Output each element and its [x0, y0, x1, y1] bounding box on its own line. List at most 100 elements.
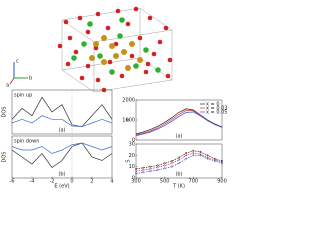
x-tick-label: 0 — [70, 179, 73, 185]
green-atom — [155, 67, 161, 73]
x-axis-label: E (eV) — [54, 184, 69, 190]
annotation: spin up — [14, 93, 32, 99]
oxygen-atom — [167, 57, 173, 63]
series-line — [135, 150, 223, 170]
point — [134, 170, 137, 173]
point — [163, 162, 166, 165]
green-atom — [97, 53, 103, 59]
green-atom — [119, 17, 125, 23]
point — [177, 158, 180, 161]
panel-frame — [11, 135, 113, 179]
point — [192, 152, 195, 155]
point — [199, 154, 202, 157]
x-tick-label: 700 — [189, 179, 199, 185]
oxygen-atom — [95, 77, 101, 83]
point — [149, 170, 152, 173]
oxygen-atom — [77, 15, 83, 21]
series-line — [11, 142, 113, 154]
y-tick-label: 20 — [129, 153, 135, 159]
y-tick-label: 0 — [132, 176, 135, 182]
figure: c b a (a) spin up DOS -6 -4 -2 0 2 4 (b) spin down… — [2, 6, 227, 190]
point — [192, 154, 195, 157]
y-axis-label: DOS — [2, 152, 8, 163]
point — [206, 154, 209, 157]
oxygen-atom — [143, 69, 149, 75]
oxygen-atom — [65, 61, 71, 67]
oxygen-atom — [165, 73, 171, 79]
oxygen-atom — [133, 6, 139, 12]
point — [134, 167, 137, 170]
series-line — [135, 154, 223, 174]
oxygen-atom — [129, 53, 135, 59]
point — [177, 162, 180, 165]
legend-label: x = 0.05 — [206, 110, 227, 116]
green-atom — [81, 41, 87, 47]
cell-edges — [61, 7, 173, 93]
series-line — [11, 142, 113, 168]
gold-atom — [101, 35, 107, 41]
point — [206, 157, 209, 160]
annotation: spin down — [14, 139, 39, 145]
green-atom — [143, 47, 149, 53]
y-axis-label: S — [126, 159, 132, 162]
point — [199, 150, 202, 153]
panel-frame — [11, 89, 113, 135]
oxygen-atom — [85, 29, 91, 35]
point — [185, 154, 188, 157]
gold-atom — [125, 65, 131, 71]
axis-name: b — [29, 76, 32, 82]
point — [170, 159, 173, 162]
axes-indicator: c b a — [6, 59, 32, 89]
gold-atom — [101, 59, 107, 65]
y-axis-label: σ — [126, 118, 132, 122]
point — [142, 171, 145, 174]
a-axis — [9, 77, 15, 85]
oxygen-atom — [105, 25, 111, 31]
legend-label: x = 0.03 — [206, 106, 227, 112]
point — [220, 162, 223, 165]
y-tick-label: 2000 — [122, 98, 135, 104]
oxygen-atom — [137, 35, 143, 41]
x-tick-label: 500 — [160, 179, 170, 185]
x-tick-label: -4 — [30, 179, 35, 185]
oxygen-atom — [145, 61, 151, 67]
point — [142, 166, 145, 169]
panel-label: (b) — [58, 172, 65, 178]
series-line — [135, 152, 223, 172]
oxygen-atom — [151, 51, 157, 57]
panel-label: (a) — [176, 134, 183, 140]
y-tick-label: 1000 — [122, 118, 135, 124]
series-line — [135, 111, 223, 136]
point — [213, 159, 216, 162]
point — [149, 167, 152, 170]
point — [185, 157, 188, 160]
oxygen-atom — [157, 39, 163, 45]
oxygen-atom — [73, 49, 79, 55]
green-atom — [71, 55, 77, 61]
point — [163, 167, 166, 170]
point — [185, 152, 188, 155]
oxygen-atom — [163, 25, 169, 31]
point — [149, 165, 152, 168]
y-tick-label: 0 — [132, 138, 135, 144]
green-atom — [117, 33, 123, 39]
series-line — [11, 96, 113, 128]
oxygen-atom — [125, 21, 131, 27]
green-atom — [109, 69, 115, 75]
gold-atom — [129, 41, 135, 47]
oxygen-atom — [57, 43, 63, 49]
x-tick-label: -6 — [10, 179, 15, 185]
series-line — [11, 115, 113, 128]
point — [156, 166, 159, 169]
point — [170, 165, 173, 168]
x-tick-label: 900 — [217, 179, 227, 185]
point — [142, 169, 145, 172]
oxygen-atom — [93, 45, 99, 51]
gold-atom — [113, 53, 119, 59]
y-tick-label: 30 — [129, 142, 135, 148]
oxygen-atom — [79, 75, 85, 81]
oxygen-atom — [119, 73, 125, 79]
y-axis-label: DOS — [2, 107, 8, 118]
oxygen-atom — [147, 15, 153, 21]
point — [177, 156, 180, 159]
